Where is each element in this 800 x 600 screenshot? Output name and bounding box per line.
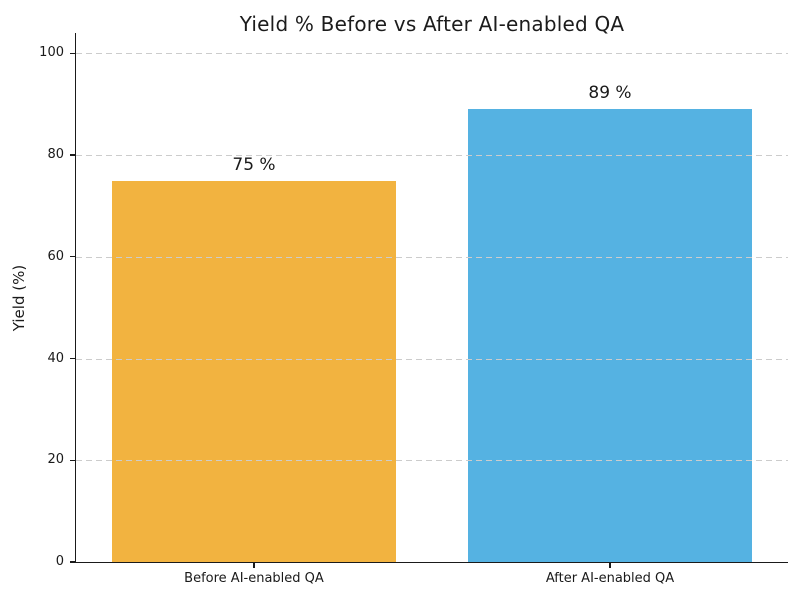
x-tick-label: After AI-enabled QA [545,571,675,586]
y-tick-mark [70,256,75,258]
bar-value-label: 75 % [232,154,276,175]
y-tick-label: 20 [47,452,64,468]
y-tick-label: 40 [47,350,64,366]
y-tick-mark [70,459,75,461]
y-tick-mark [70,154,75,156]
y-gridline [76,460,788,462]
y-axis-line [74,33,76,563]
bar-value-label: 89 % [588,83,632,104]
chart-title: Yield % Before vs After AI-enabled QA [239,12,625,36]
x-axis-line [74,561,788,563]
y-tick-mark [70,52,75,55]
y-gridline [76,53,788,55]
y-tick-mark [70,561,75,563]
y-tick-label: 80 [47,147,64,163]
y-gridline [76,256,788,258]
x-tick-mark [253,563,255,568]
plot-area [76,33,788,562]
y-tick-label: 60 [47,248,64,264]
y-tick-label: 0 [55,554,64,569]
y-tick-label: 100 [39,45,64,61]
y-gridline [76,358,788,360]
y-tick-mark [70,357,75,360]
x-tick-mark [609,563,611,568]
x-tick-label: Before AI-enabled QA [184,571,324,586]
bar-0 [111,180,397,562]
bar-1 [467,109,753,562]
y-gridline [76,155,788,157]
